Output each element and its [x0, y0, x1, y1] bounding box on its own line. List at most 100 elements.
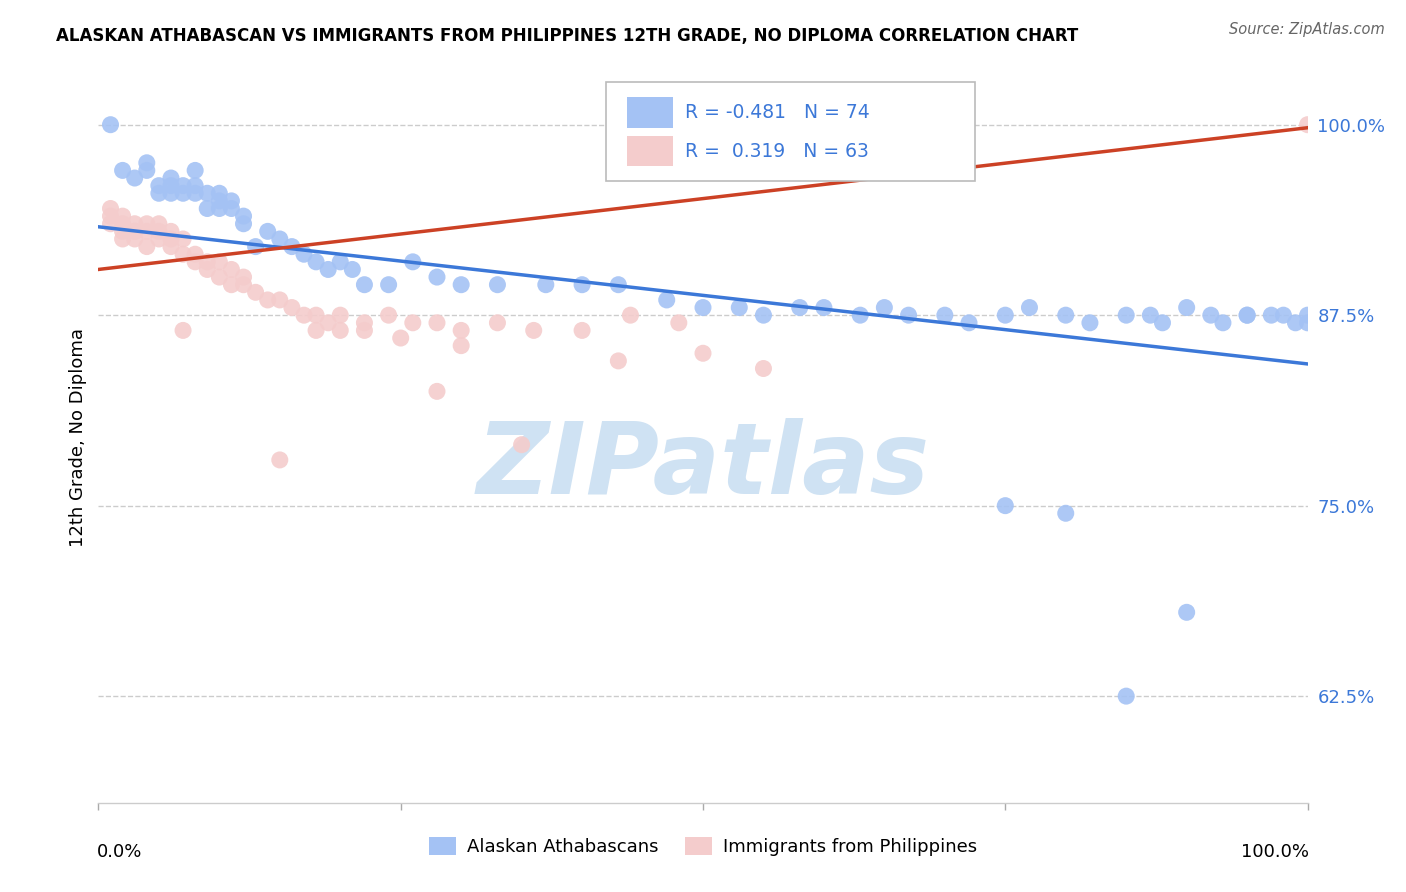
Point: [195, 186, 218, 201]
Point: [1296, 316, 1319, 330]
Point: [450, 323, 472, 337]
Point: [353, 277, 375, 292]
Point: [329, 308, 352, 322]
Point: [221, 202, 243, 216]
Point: [160, 224, 183, 238]
Point: [342, 262, 364, 277]
Point: [195, 262, 218, 277]
Point: [353, 323, 375, 337]
Text: R =  0.319   N = 63: R = 0.319 N = 63: [685, 142, 869, 161]
Point: [619, 308, 641, 322]
Point: [389, 331, 412, 345]
Point: [1175, 605, 1198, 619]
Text: ALASKAN ATHABASCAN VS IMMIGRANTS FROM PHILIPPINES 12TH GRADE, NO DIPLOMA CORRELA: ALASKAN ATHABASCAN VS IMMIGRANTS FROM PH…: [56, 27, 1078, 45]
Point: [353, 316, 375, 330]
Point: [934, 308, 956, 322]
Point: [232, 209, 254, 223]
Point: [1054, 506, 1077, 520]
Point: [269, 293, 291, 307]
Point: [752, 308, 775, 322]
FancyBboxPatch shape: [606, 82, 976, 181]
Point: [607, 277, 630, 292]
Point: [100, 209, 122, 223]
Point: [1296, 308, 1319, 322]
Point: [281, 301, 304, 315]
Point: [305, 308, 328, 322]
Point: [148, 232, 170, 246]
Point: [172, 178, 194, 193]
Point: [316, 316, 339, 330]
Point: [160, 239, 183, 253]
Point: [1236, 308, 1258, 322]
Point: [172, 323, 194, 337]
Point: [1139, 308, 1161, 322]
Point: [160, 186, 183, 201]
Point: [1175, 301, 1198, 315]
Point: [534, 277, 557, 292]
Point: [208, 194, 231, 208]
Point: [195, 255, 218, 269]
Point: [135, 163, 157, 178]
Point: [655, 293, 678, 307]
Point: [1018, 301, 1040, 315]
Point: [450, 338, 472, 352]
Point: [897, 308, 920, 322]
Point: [426, 316, 449, 330]
Point: [305, 323, 328, 337]
Point: [1296, 118, 1319, 132]
Point: [221, 262, 243, 277]
Point: [135, 224, 157, 238]
Point: [1272, 308, 1295, 322]
Point: [668, 316, 690, 330]
Point: [148, 217, 170, 231]
Point: [124, 224, 146, 238]
Point: [100, 217, 122, 231]
Point: [208, 255, 231, 269]
Point: [426, 270, 449, 285]
Point: [994, 499, 1017, 513]
Bar: [627, 136, 673, 167]
Point: [305, 255, 328, 269]
Point: [111, 232, 134, 246]
Point: [172, 232, 194, 246]
Point: [256, 224, 278, 238]
Point: [523, 323, 546, 337]
Legend: Alaskan Athabascans, Immigrants from Philippines: Alaskan Athabascans, Immigrants from Phi…: [422, 830, 984, 863]
Point: [377, 277, 399, 292]
Point: [160, 178, 183, 193]
Y-axis label: 12th Grade, No Diploma: 12th Grade, No Diploma: [69, 327, 87, 547]
Point: [232, 217, 254, 231]
Point: [256, 293, 278, 307]
Point: [195, 202, 218, 216]
Text: 0.0%: 0.0%: [97, 843, 142, 861]
Point: [124, 224, 146, 238]
Point: [1115, 308, 1137, 322]
Point: [124, 232, 146, 246]
Point: [148, 178, 170, 193]
Point: [1236, 308, 1258, 322]
Point: [607, 354, 630, 368]
Text: Source: ZipAtlas.com: Source: ZipAtlas.com: [1229, 22, 1385, 37]
Text: 100.0%: 100.0%: [1240, 843, 1309, 861]
Point: [100, 118, 122, 132]
Point: [728, 301, 751, 315]
Point: [692, 301, 714, 315]
Point: [172, 247, 194, 261]
Point: [1152, 316, 1174, 330]
Point: [111, 224, 134, 238]
Point: [1260, 308, 1282, 322]
Point: [221, 277, 243, 292]
Point: [752, 361, 775, 376]
Point: [111, 209, 134, 223]
Point: [402, 255, 425, 269]
Point: [873, 301, 896, 315]
Point: [232, 270, 254, 285]
Point: [172, 186, 194, 201]
Point: [1115, 689, 1137, 703]
Point: [486, 277, 509, 292]
Point: [160, 232, 183, 246]
Point: [232, 277, 254, 292]
Point: [124, 217, 146, 231]
Point: [1199, 308, 1222, 322]
Point: [281, 239, 304, 253]
